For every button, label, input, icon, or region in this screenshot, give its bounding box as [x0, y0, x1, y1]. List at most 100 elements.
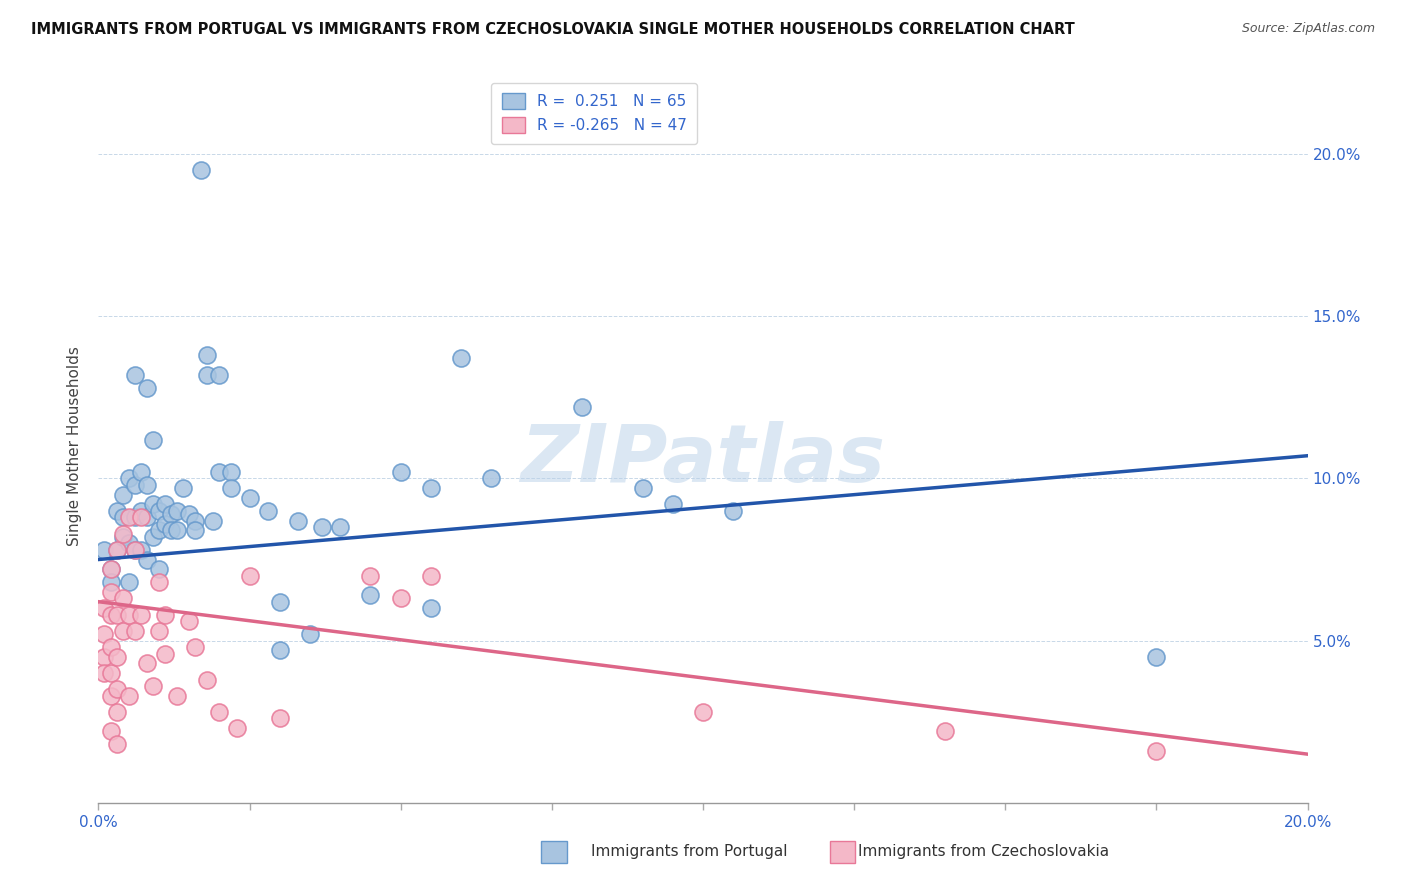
- Point: [135, 510, 157, 524]
- Point: [208, 705, 231, 719]
- Point: [631, 481, 654, 495]
- Point: [105, 504, 128, 518]
- Point: [172, 481, 194, 495]
- Point: [269, 711, 291, 725]
- Point: [142, 530, 165, 544]
- Point: [420, 481, 443, 495]
- Point: [118, 689, 141, 703]
- Point: [692, 705, 714, 719]
- Legend: R =  0.251   N = 65, R = -0.265   N = 47: R = 0.251 N = 65, R = -0.265 N = 47: [491, 83, 697, 144]
- Point: [118, 510, 141, 524]
- Point: [420, 568, 443, 582]
- Point: [450, 351, 472, 366]
- Point: [360, 568, 382, 582]
- Point: [118, 575, 141, 590]
- Point: [148, 524, 170, 538]
- Point: [124, 368, 146, 382]
- Point: [100, 562, 122, 576]
- Point: [100, 666, 122, 681]
- Point: [195, 348, 218, 362]
- Point: [184, 514, 207, 528]
- Point: [190, 163, 212, 178]
- Point: [360, 588, 382, 602]
- Point: [111, 591, 134, 606]
- Point: [93, 649, 115, 664]
- Point: [129, 607, 152, 622]
- Point: [105, 607, 128, 622]
- Point: [111, 488, 134, 502]
- Point: [160, 524, 183, 538]
- Text: Immigrants from Portugal: Immigrants from Portugal: [591, 845, 787, 859]
- Point: [111, 530, 134, 544]
- Point: [221, 481, 243, 495]
- Point: [226, 721, 249, 735]
- Point: [124, 624, 146, 638]
- Point: [195, 673, 218, 687]
- Point: [129, 465, 152, 479]
- Text: Source: ZipAtlas.com: Source: ZipAtlas.com: [1241, 22, 1375, 36]
- Point: [124, 542, 146, 557]
- Point: [221, 465, 243, 479]
- Point: [148, 504, 170, 518]
- Point: [184, 524, 207, 538]
- Point: [111, 624, 134, 638]
- Y-axis label: Single Mother Households: Single Mother Households: [67, 346, 83, 546]
- Point: [329, 520, 352, 534]
- Point: [105, 738, 128, 752]
- Point: [129, 510, 152, 524]
- Point: [93, 666, 115, 681]
- Text: Immigrants from Czechoslovakia: Immigrants from Czechoslovakia: [858, 845, 1109, 859]
- Point: [105, 542, 128, 557]
- Point: [166, 524, 188, 538]
- Point: [142, 679, 165, 693]
- Point: [208, 465, 231, 479]
- Point: [661, 497, 683, 511]
- Point: [100, 640, 122, 654]
- Point: [166, 689, 188, 703]
- Point: [269, 595, 291, 609]
- Point: [184, 640, 207, 654]
- Point: [153, 607, 176, 622]
- Point: [129, 504, 152, 518]
- Point: [934, 724, 956, 739]
- Point: [179, 507, 201, 521]
- Point: [148, 624, 170, 638]
- Point: [100, 689, 122, 703]
- Point: [93, 542, 115, 557]
- Point: [105, 649, 128, 664]
- Point: [239, 568, 262, 582]
- Point: [299, 627, 322, 641]
- Point: [389, 465, 412, 479]
- Point: [100, 575, 122, 590]
- Text: ZIPatlas: ZIPatlas: [520, 421, 886, 500]
- Point: [93, 601, 115, 615]
- Point: [105, 705, 128, 719]
- Point: [269, 643, 291, 657]
- Point: [256, 504, 278, 518]
- Point: [195, 368, 218, 382]
- Point: [166, 504, 188, 518]
- Point: [239, 491, 262, 505]
- Point: [135, 552, 157, 566]
- Point: [723, 504, 745, 518]
- Point: [135, 478, 157, 492]
- Point: [1144, 649, 1167, 664]
- Point: [287, 514, 309, 528]
- Point: [118, 471, 141, 485]
- Text: IMMIGRANTS FROM PORTUGAL VS IMMIGRANTS FROM CZECHOSLOVAKIA SINGLE MOTHER HOUSEHO: IMMIGRANTS FROM PORTUGAL VS IMMIGRANTS F…: [31, 22, 1074, 37]
- Point: [105, 682, 128, 697]
- Point: [142, 433, 165, 447]
- Point: [111, 510, 134, 524]
- Point: [135, 381, 157, 395]
- Point: [389, 591, 412, 606]
- Point: [100, 585, 122, 599]
- Point: [202, 514, 225, 528]
- Point: [111, 526, 134, 541]
- Point: [105, 542, 128, 557]
- Point: [135, 657, 157, 671]
- Point: [208, 368, 231, 382]
- Point: [1144, 744, 1167, 758]
- Point: [118, 607, 141, 622]
- Point: [148, 562, 170, 576]
- Point: [118, 536, 141, 550]
